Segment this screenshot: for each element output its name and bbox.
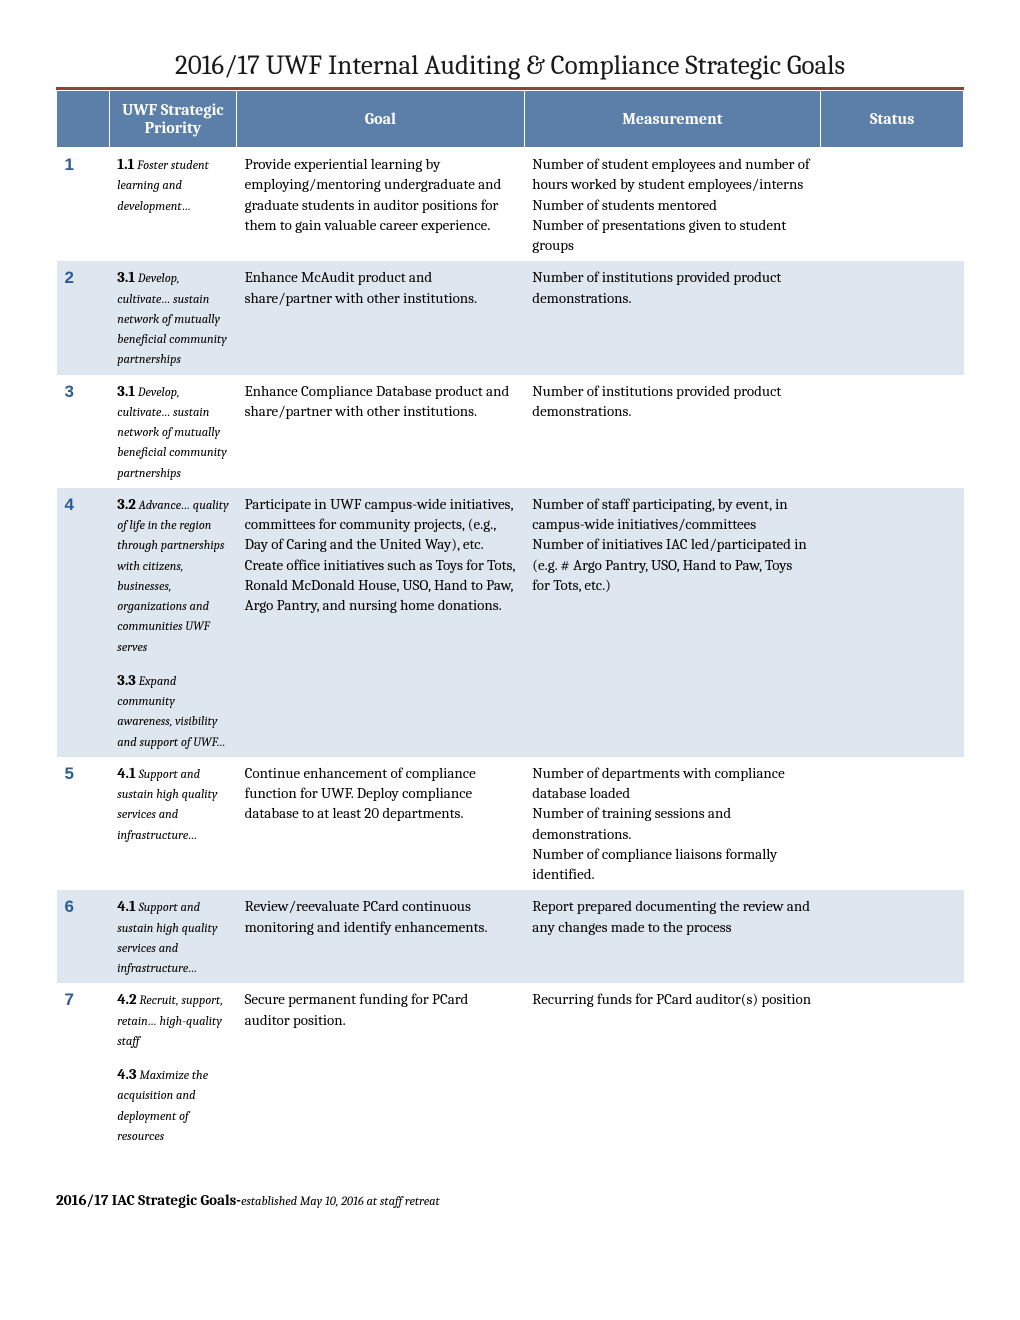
- header-status: Status: [821, 91, 964, 148]
- measurement-cell: Number of institutions provided product …: [524, 375, 820, 488]
- priority-block: 4.3 Maximize the acquisition and deploym…: [117, 1064, 228, 1145]
- priority-block: 1.1 Foster student learning and developm…: [117, 154, 228, 215]
- row-number-cell: 6: [57, 890, 110, 983]
- measurement-cell: Number of staff participating, by event,…: [524, 488, 820, 757]
- row-number: 1: [65, 155, 74, 174]
- header-priority: UWF Strategic Priority: [109, 91, 236, 148]
- status-cell: [821, 983, 964, 1151]
- priority-number: 3.1: [117, 268, 135, 286]
- table-row: 2 3.1 Develop, cultivate… sustain network…: [57, 261, 964, 374]
- goal-cell: Enhance Compliance Database product and …: [237, 375, 525, 488]
- footer-subtitle: established May 10, 2016 at staff retrea…: [241, 1195, 440, 1209]
- measurement-cell: Recurring funds for PCard auditor(s) pos…: [524, 983, 820, 1151]
- row-number: 5: [65, 764, 74, 783]
- priority-block: 3.2 Advance… quality of life in the regi…: [117, 494, 228, 656]
- row-number-cell: 7: [57, 983, 110, 1151]
- page-title: 2016/17 UWF Internal Auditing & Complian…: [56, 50, 964, 90]
- priority-cell: 4.1 Support and sustain high quality ser…: [109, 757, 236, 891]
- table-row: 1 1.1 Foster student learning and develop…: [57, 148, 964, 262]
- priority-cell: 1.1 Foster student learning and developm…: [109, 148, 236, 262]
- status-cell: [821, 890, 964, 983]
- row-number: 4: [65, 495, 74, 514]
- goal-cell: Secure permanent funding for PCard audit…: [237, 983, 525, 1151]
- priority-number: 4.3: [117, 1065, 136, 1083]
- footer-title: 2016/17 IAC Strategic Goals-: [56, 1191, 241, 1209]
- priority-block: 3.3 Expand community awareness, visibili…: [117, 670, 228, 751]
- priority-text: Advance… quality of life in the region t…: [117, 499, 228, 655]
- row-number: 2: [65, 268, 74, 287]
- row-number: 6: [65, 897, 74, 916]
- row-number: 7: [65, 990, 74, 1009]
- table-header-row: UWF Strategic Priority Goal Measurement …: [57, 91, 964, 148]
- row-number: 3: [65, 382, 74, 401]
- header-num: [57, 91, 110, 148]
- priority-number: 4.1: [117, 764, 136, 782]
- goal-cell: Continue enhancement of compliance funct…: [237, 757, 525, 891]
- priority-cell: 3.2 Advance… quality of life in the regi…: [109, 488, 236, 757]
- table-row: 4 3.2 Advance… quality of life in the reg…: [57, 488, 964, 757]
- header-goal: Goal: [237, 91, 525, 148]
- goal-cell: Enhance McAudit product and share/partne…: [237, 261, 525, 374]
- priority-block: 3.1 Develop, cultivate… sustain network …: [117, 381, 228, 482]
- priority-number: 4.1: [117, 897, 136, 915]
- priority-cell: 3.1 Develop, cultivate… sustain network …: [109, 261, 236, 374]
- table-row: 5 4.1 Support and sustain high quality se…: [57, 757, 964, 891]
- status-cell: [821, 261, 964, 374]
- header-measurement: Measurement: [524, 91, 820, 148]
- goals-table: UWF Strategic Priority Goal Measurement …: [56, 90, 964, 1151]
- priority-cell: 3.1 Develop, cultivate… sustain network …: [109, 375, 236, 488]
- row-number-cell: 4: [57, 488, 110, 757]
- goal-cell: Review/reevaluate PCard continuous monit…: [237, 890, 525, 983]
- priority-block: 4.1 Support and sustain high quality ser…: [117, 763, 228, 844]
- goal-cell: Participate in UWF campus-wide initiativ…: [237, 488, 525, 757]
- priority-number: 3.2: [117, 495, 136, 513]
- row-number-cell: 5: [57, 757, 110, 891]
- priority-block: 4.2 Recruit, support, retain… high-quali…: [117, 989, 228, 1050]
- measurement-cell: Number of departments with compliance da…: [524, 757, 820, 891]
- footer: 2016/17 IAC Strategic Goals-established …: [56, 1191, 964, 1209]
- priority-text: Develop, cultivate… sustain network of m…: [117, 272, 227, 367]
- priority-block: 3.1 Develop, cultivate… sustain network …: [117, 267, 228, 368]
- priority-number: 3.3: [117, 671, 136, 689]
- status-cell: [821, 375, 964, 488]
- priority-number: 1.1: [117, 155, 134, 173]
- status-cell: [821, 757, 964, 891]
- priority-cell: 4.2 Recruit, support, retain… high-quali…: [109, 983, 236, 1151]
- row-number-cell: 2: [57, 261, 110, 374]
- measurement-cell: Number of student employees and number o…: [524, 148, 820, 262]
- row-number-cell: 1: [57, 148, 110, 262]
- priority-number: 4.2: [117, 990, 136, 1008]
- row-number-cell: 3: [57, 375, 110, 488]
- status-cell: [821, 148, 964, 262]
- table-row: 6 4.1 Support and sustain high quality se…: [57, 890, 964, 983]
- measurement-cell: Number of institutions provided product …: [524, 261, 820, 374]
- table-row: 3 3.1 Develop, cultivate… sustain network…: [57, 375, 964, 488]
- priority-block: 4.1 Support and sustain high quality ser…: [117, 896, 228, 977]
- goal-cell: Provide experiential learning by employi…: [237, 148, 525, 262]
- measurement-cell: Report prepared documenting the review a…: [524, 890, 820, 983]
- priority-number: 3.1: [117, 382, 135, 400]
- table-row: 7 4.2 Recruit, support, retain… high-qual…: [57, 983, 964, 1151]
- status-cell: [821, 488, 964, 757]
- priority-cell: 4.1 Support and sustain high quality ser…: [109, 890, 236, 983]
